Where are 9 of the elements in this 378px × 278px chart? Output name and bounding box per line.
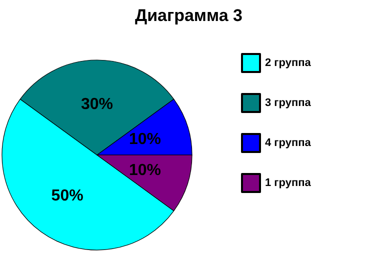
- legend-label: 3 группа: [265, 97, 312, 109]
- legend-label: 4 группа: [265, 137, 312, 149]
- legend-label: 2 группа: [265, 57, 312, 69]
- chart-title: Диаграмма 3: [135, 6, 242, 25]
- data-label: 10%: [129, 162, 162, 180]
- legend-label: 1 группа: [265, 177, 312, 189]
- data-label: 10%: [129, 130, 162, 148]
- data-label: 30%: [80, 96, 114, 113]
- data-label: 50%: [51, 187, 84, 204]
